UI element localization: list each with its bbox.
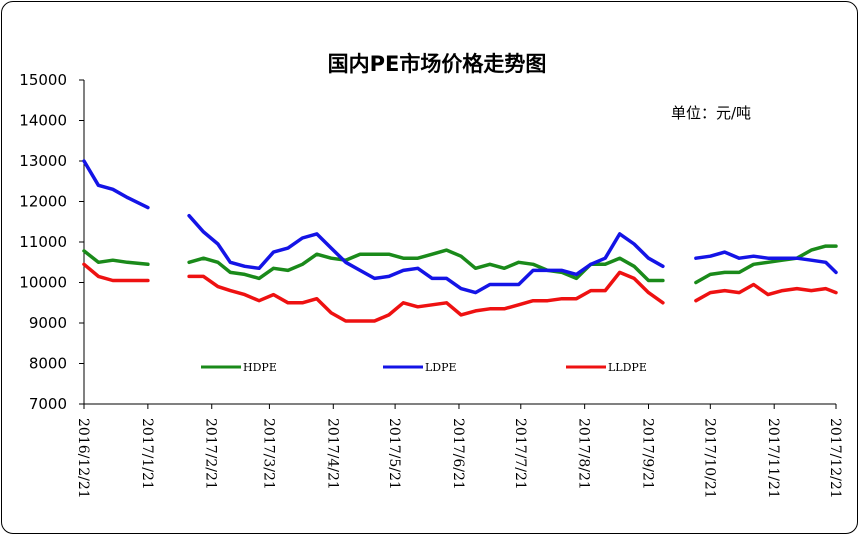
series-lldpe (82, 262, 838, 323)
hdpe-line-segment (694, 244, 838, 285)
chart-title: 国内PE市场价格走势图 (328, 52, 547, 76)
x-tick-label: 2017/8/21 (576, 418, 592, 490)
lldpe-line-segment (694, 282, 838, 303)
y-tick-label: 12000 (19, 193, 67, 211)
x-tick-label: 2017/5/21 (386, 418, 402, 490)
y-tick-label: 7000 (29, 395, 67, 413)
x-tick-label: 2017/6/21 (450, 418, 466, 490)
x-tick-label: 2017/7/21 (512, 418, 528, 490)
lldpe-line-segment (82, 262, 150, 283)
x-tick-label: 2017/10/21 (701, 418, 717, 499)
y-tick-label: 11000 (19, 233, 67, 251)
x-tick-label: 2017/9/21 (640, 418, 656, 490)
ldpe-line-segment (187, 213, 665, 295)
legend-label-lldpe: LLDPE (608, 361, 647, 374)
hdpe-line-segment (82, 249, 150, 267)
x-tick-label: 2017/4/21 (324, 418, 340, 490)
legend-label-ldpe: LDPE (425, 361, 457, 374)
y-tick-label: 9000 (29, 314, 67, 332)
series-lines (82, 159, 838, 323)
legend-label-hdpe: HDPE (243, 361, 277, 374)
x-tick-label: 2017/1/21 (139, 418, 155, 490)
y-tick-label: 13000 (19, 152, 67, 170)
x-tick-label: 2017/3/21 (260, 418, 276, 490)
lldpe-line-segment (187, 270, 665, 323)
x-tick-label: 2017/12/21 (827, 418, 843, 499)
x-tick-label: 2016/12/21 (75, 418, 91, 499)
unit-label: 单位：元/吨 (671, 104, 751, 122)
x-tick-label: 2017/11/21 (765, 418, 781, 499)
ldpe-line-segment (82, 159, 150, 210)
y-tick-label: 15000 (19, 71, 67, 89)
series-ldpe (82, 159, 838, 295)
y-tick-label: 8000 (29, 355, 67, 373)
x-tick-label: 2017/2/21 (203, 418, 219, 490)
y-tick-label: 10000 (19, 274, 67, 292)
y-tick-label: 14000 (19, 112, 67, 130)
legend: HDPE LDPE LLDPE (201, 361, 647, 374)
axes: 7000 8000 9000 10000 11000 12000 13000 14000 150… (19, 71, 843, 499)
